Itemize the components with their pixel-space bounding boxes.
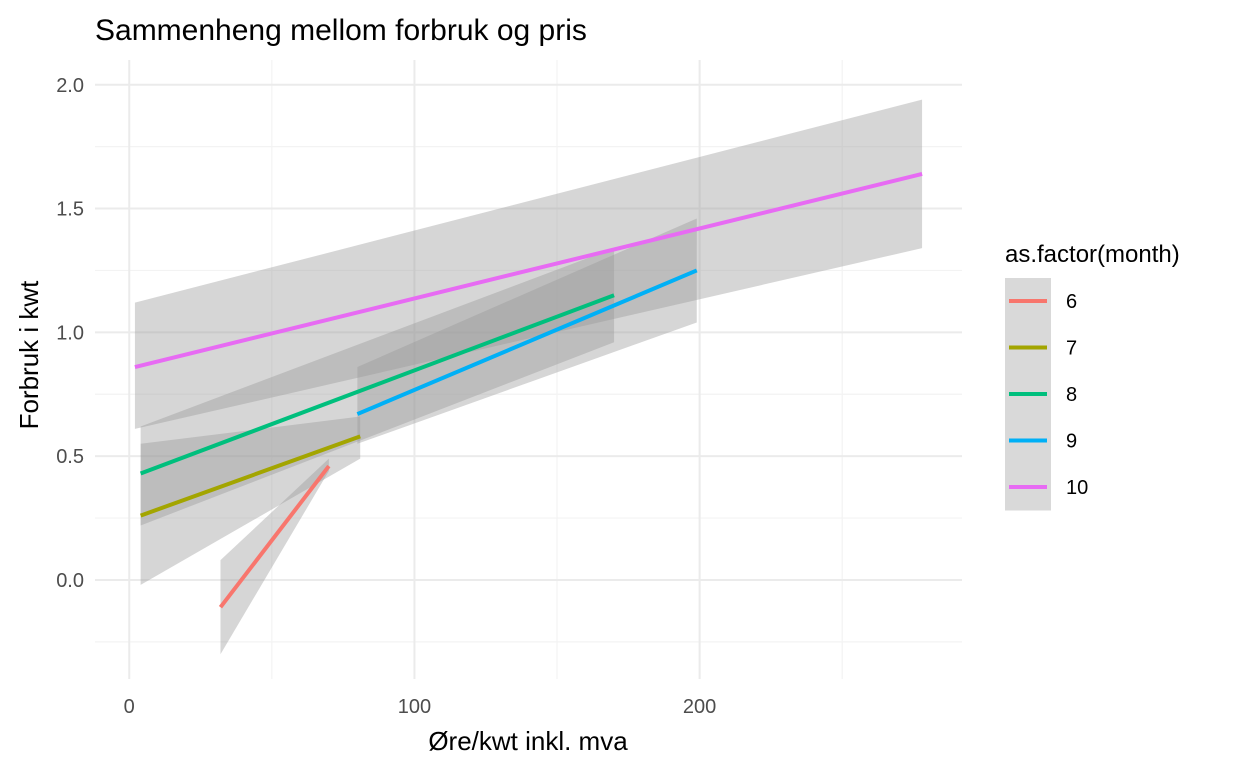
legend-label-7: 7	[1066, 338, 1077, 360]
legend-label-8: 8	[1066, 384, 1077, 406]
x-tick-label: 200	[683, 696, 716, 718]
confidence-band-8	[140, 248, 615, 526]
x-axis-ticks: 0 100 200	[124, 696, 717, 718]
legend-label-10: 10	[1066, 477, 1088, 499]
x-tick-label: 100	[398, 696, 431, 718]
y-tick-label: 0.5	[56, 446, 84, 468]
y-axis-ticks: 0.0 0.5 1.0 1.5 2.0	[56, 75, 84, 592]
legend-label-9: 9	[1066, 431, 1077, 453]
series-line-7	[139, 434, 361, 518]
confidence-band-7	[140, 416, 361, 585]
y-tick-label: 0.0	[56, 570, 84, 592]
series-lines	[134, 171, 923, 609]
y-axis-title: Forbruk i kwt	[14, 280, 44, 430]
y-tick-label: 1.0	[56, 322, 84, 344]
confidence-band-10	[134, 99, 923, 429]
legend-items: 6 7 8 9 10	[1005, 278, 1088, 511]
legend-title: as.factor(month)	[1005, 241, 1180, 268]
series-line-8	[139, 293, 615, 476]
x-tick-label: 0	[124, 696, 135, 718]
legend-label-6: 6	[1066, 291, 1077, 313]
y-tick-label: 1.5	[56, 199, 84, 221]
series-line-9	[356, 268, 698, 416]
confidence-bands	[134, 99, 923, 655]
chart-title: Sammenheng mellom forbruk og pris	[95, 14, 587, 47]
legend: as.factor(month) 6 7 8 9 10	[1005, 241, 1180, 511]
series-line-6	[218, 464, 331, 609]
x-axis-title: Øre/kwt inkl. mva	[428, 726, 628, 756]
y-tick-label: 2.0	[56, 75, 84, 97]
confidence-band-6	[220, 458, 329, 655]
confidence-band-9	[357, 218, 697, 444]
series-line-10	[134, 171, 923, 369]
